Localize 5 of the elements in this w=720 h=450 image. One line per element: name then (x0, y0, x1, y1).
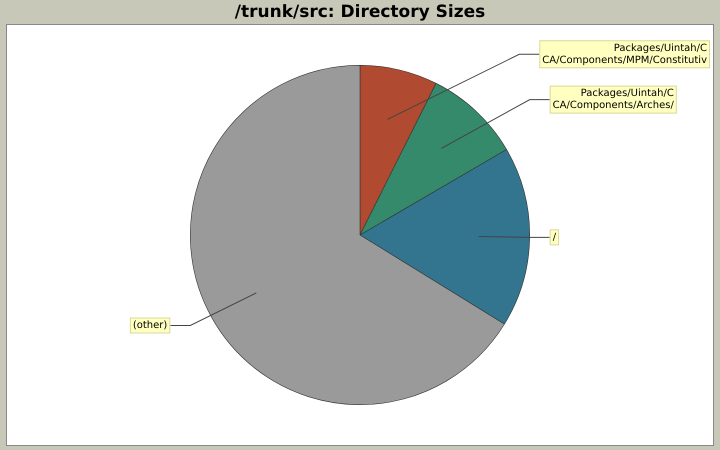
slice-label: / (552, 232, 557, 243)
chart-title: /trunk/src: Directory Sizes (234, 1, 486, 24)
slice-label: Packages/Uintah/CCA/Components/Arches/ (552, 88, 674, 112)
slice-label: (other) (132, 320, 168, 332)
slice-label: Packages/Uintah/CCA/Components/MPM/Constitutiv (542, 42, 708, 66)
